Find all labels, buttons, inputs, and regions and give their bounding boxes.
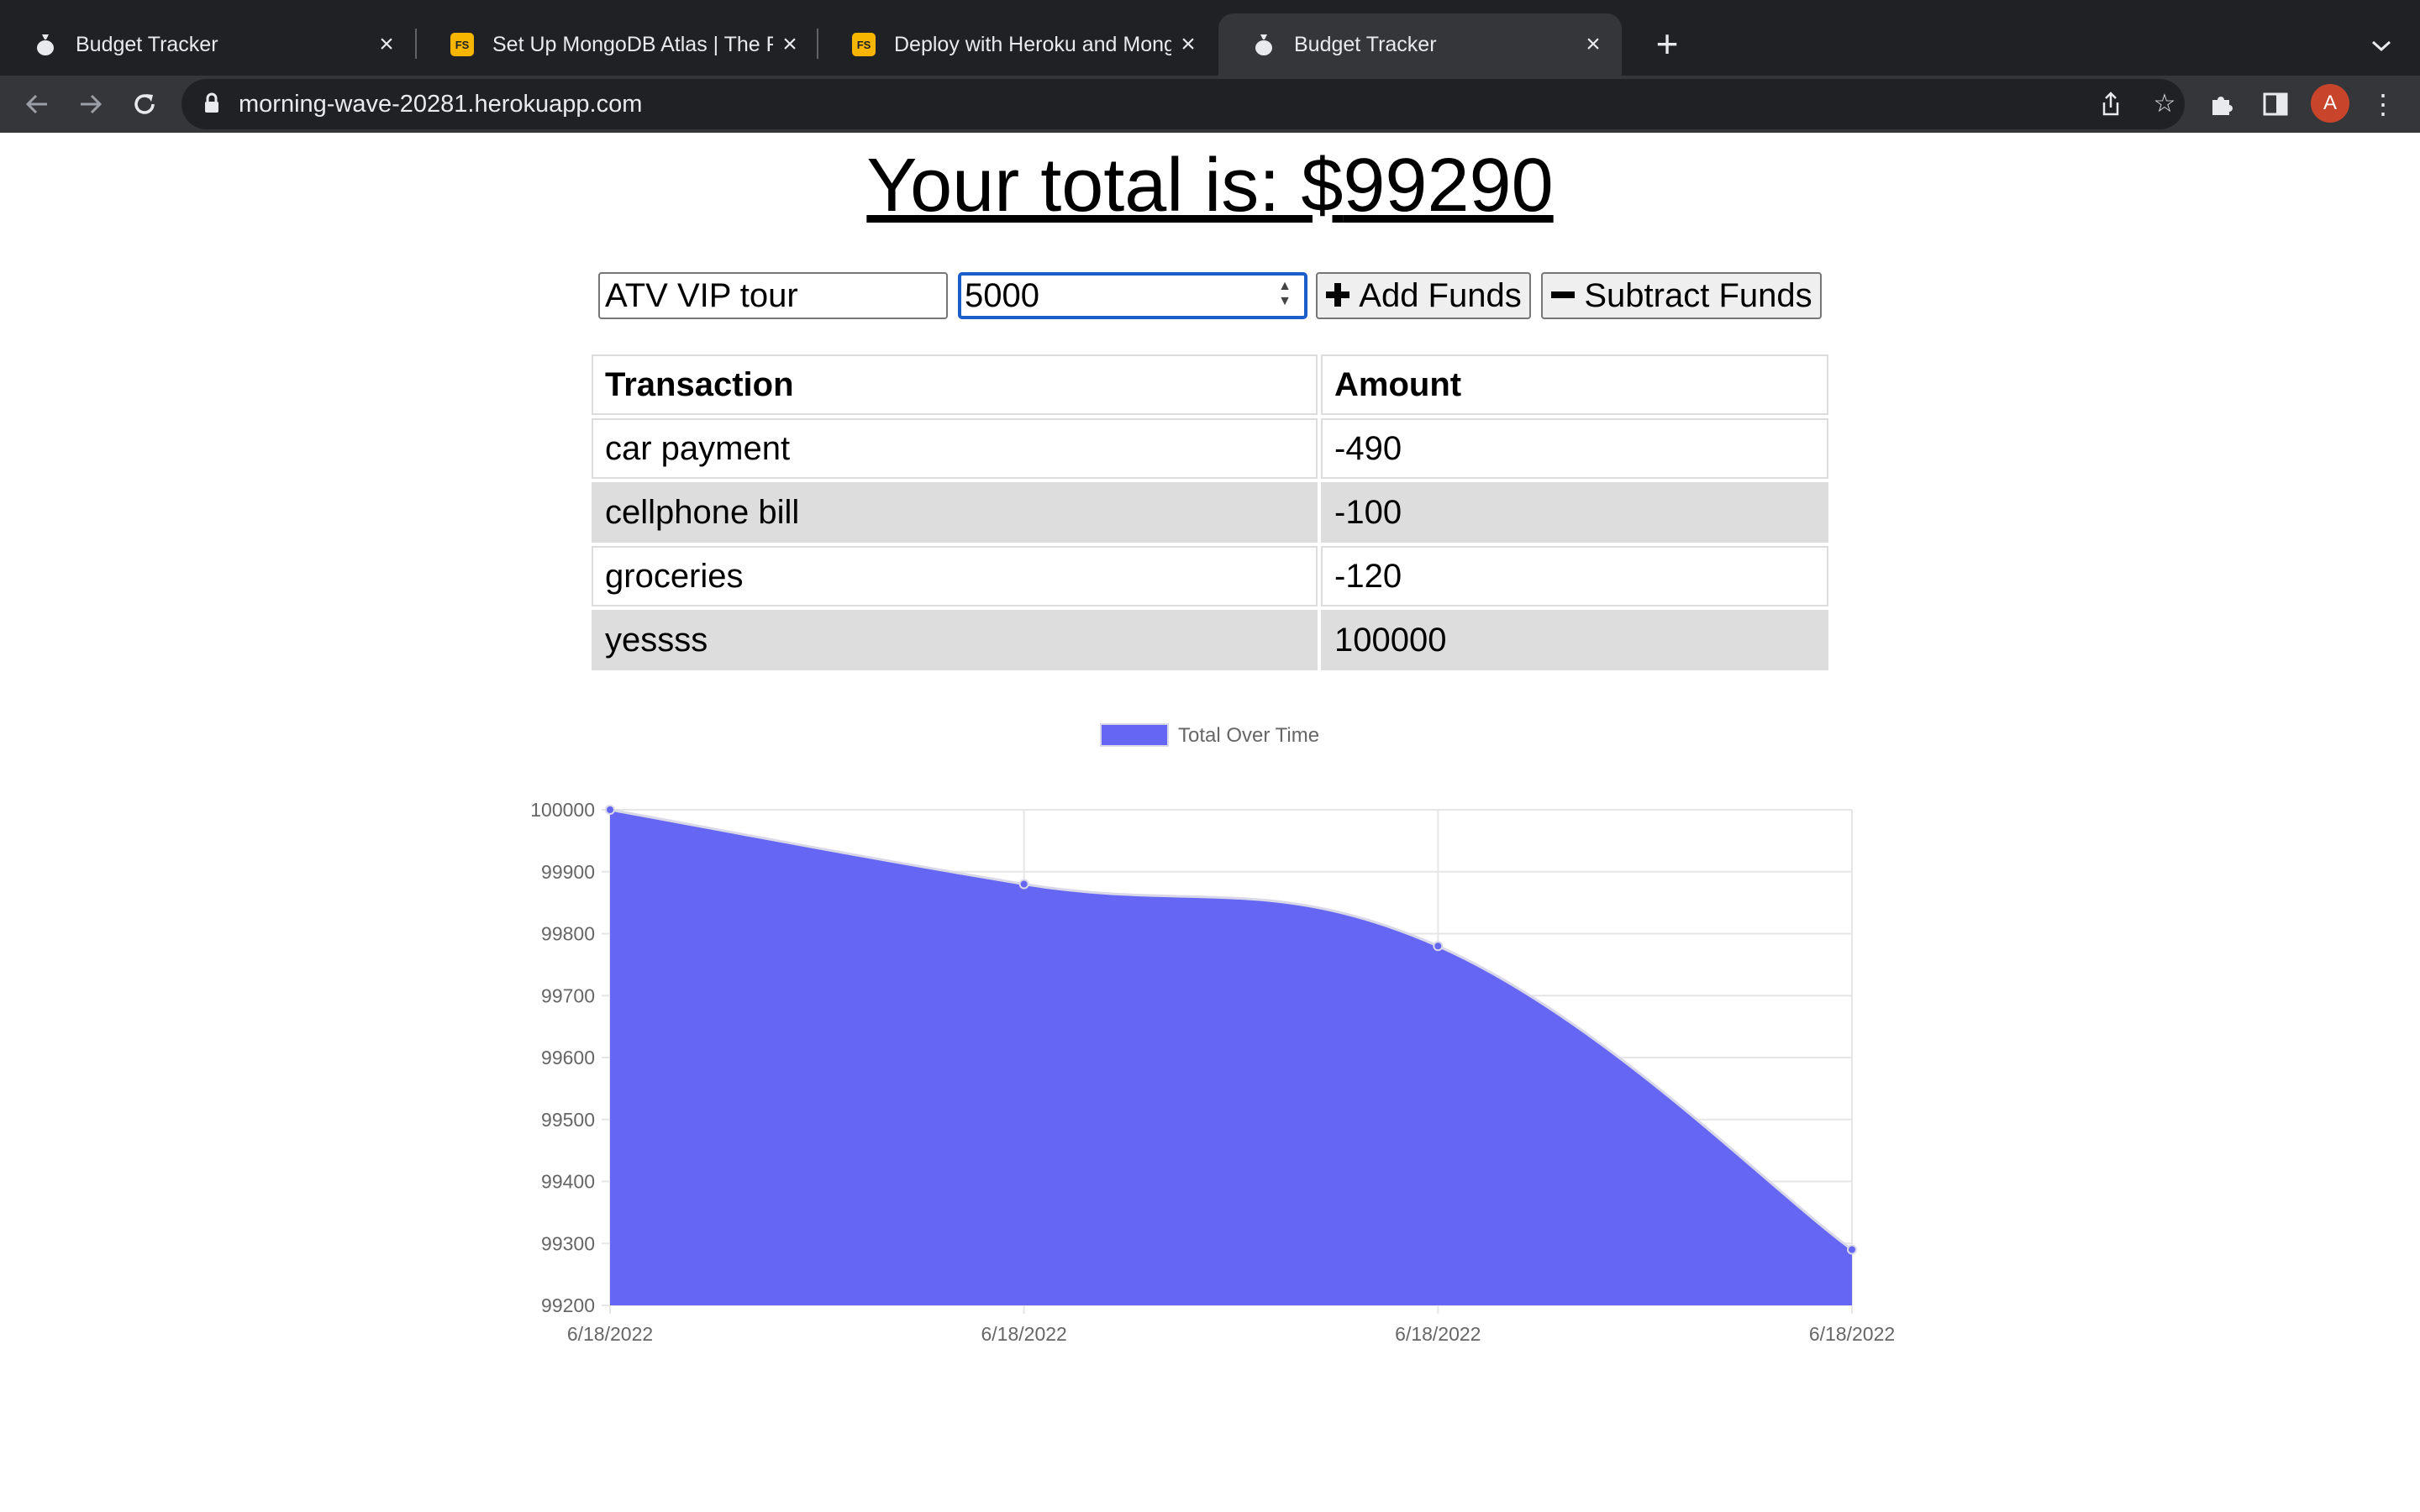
extensions-puzzle-icon[interactable] bbox=[2198, 81, 2245, 128]
subtract-funds-button[interactable]: Subtract Funds bbox=[1541, 272, 1822, 319]
total-value: 99290 bbox=[1343, 144, 1554, 228]
data-point bbox=[1433, 941, 1444, 952]
share-icon[interactable] bbox=[2089, 82, 2133, 126]
y-tick-label: 99200 bbox=[541, 1294, 595, 1316]
y-tick-label: 99400 bbox=[541, 1171, 595, 1193]
plus-icon bbox=[1325, 276, 1350, 316]
legend-label: Total Over Time bbox=[1178, 724, 1319, 747]
chevron-down-icon[interactable] bbox=[2358, 22, 2405, 69]
money-bag-icon bbox=[1252, 33, 1276, 56]
tab-separator bbox=[817, 29, 818, 59]
minus-icon bbox=[1550, 276, 1576, 316]
fs-icon: FS bbox=[450, 33, 474, 56]
browser-tab-2[interactable]: FS Set Up MongoDB Atlas | The Fu × bbox=[417, 13, 818, 76]
url-text[interactable]: morning-wave-20281.herokuapp.com bbox=[239, 91, 643, 118]
transactions-table: Transaction Amount car payment -490 cell… bbox=[588, 351, 1832, 674]
transaction-name: car payment bbox=[592, 418, 1318, 479]
total-heading: Your total is: $99290 bbox=[0, 143, 2420, 229]
header-transaction: Transaction bbox=[592, 354, 1318, 415]
table-header-row: Transaction Amount bbox=[592, 354, 1828, 415]
tab-title: Budget Tracker bbox=[76, 32, 218, 56]
x-tick-label: 6/18/2022 bbox=[567, 1323, 653, 1345]
series-area-fill bbox=[610, 810, 1852, 1305]
table-row: car payment -490 bbox=[592, 418, 1828, 479]
data-point bbox=[1847, 1244, 1857, 1255]
tab-title: Budget Tracker bbox=[1294, 32, 1437, 56]
browser-tab-4-active[interactable]: Budget Tracker × bbox=[1218, 13, 1622, 76]
tab-title: Set Up MongoDB Atlas | The Fu bbox=[492, 32, 773, 56]
new-tab-icon[interactable]: + bbox=[1655, 22, 1679, 66]
close-icon[interactable]: × bbox=[1181, 30, 1196, 58]
data-point bbox=[1018, 879, 1029, 890]
bookmark-star-icon[interactable]: ☆ bbox=[2153, 90, 2176, 118]
total-over-time-chart: 100000 99900 99800 99700 99600 99500 99400 9930… bbox=[530, 723, 1895, 1345]
close-icon[interactable]: × bbox=[379, 30, 394, 58]
transaction-amount: -100 bbox=[1321, 482, 1828, 543]
add-funds-button[interactable]: Add Funds bbox=[1316, 272, 1531, 319]
budget-tracker-page: Your total is: $99290 ▲▼ Add Funds Subtr… bbox=[0, 133, 2420, 1512]
number-spinner-icon[interactable]: ▲ ▼ bbox=[1278, 279, 1292, 308]
y-tick-label: 99700 bbox=[541, 984, 595, 1006]
y-tick-label: 99800 bbox=[541, 923, 595, 945]
y-tick-label: 99500 bbox=[541, 1109, 595, 1131]
transaction-name: cellphone bill bbox=[592, 482, 1318, 543]
close-icon[interactable]: × bbox=[1586, 30, 1601, 58]
add-funds-label: Add Funds bbox=[1359, 276, 1522, 314]
money-bag-icon bbox=[34, 33, 57, 56]
profile-avatar[interactable]: A bbox=[2311, 84, 2349, 123]
header-amount: Amount bbox=[1321, 354, 1828, 415]
browser-tab-3[interactable]: FS Deploy with Heroku and Mongo × bbox=[818, 13, 1217, 76]
tab-title: Deploy with Heroku and Mongo bbox=[894, 32, 1171, 56]
lock-icon[interactable] bbox=[203, 92, 227, 116]
kebab-menu-icon[interactable]: ⋮ bbox=[2370, 89, 2396, 119]
data-point bbox=[605, 805, 615, 815]
browser-tab-strip: Budget Tracker × FS Set Up MongoDB Atlas… bbox=[0, 0, 2420, 76]
browser-toolbar: morning-wave-20281.herokuapp.com ☆ ⋮ bbox=[0, 76, 2420, 133]
x-tick-label: 6/18/2022 bbox=[981, 1323, 1067, 1345]
legend-swatch bbox=[1100, 723, 1169, 747]
forward-arrow-icon[interactable] bbox=[67, 81, 114, 128]
tab-separator bbox=[415, 29, 417, 59]
transaction-amount-input[interactable] bbox=[958, 272, 1307, 319]
transaction-amount: -490 bbox=[1321, 418, 1828, 479]
transaction-amount: 100000 bbox=[1321, 610, 1828, 670]
table-row: yessss 100000 bbox=[592, 610, 1828, 670]
x-tick-label: 6/18/2022 bbox=[1809, 1323, 1895, 1345]
series-line bbox=[609, 808, 1853, 1251]
transaction-amount: -120 bbox=[1321, 546, 1828, 606]
x-tick-label: 6/18/2022 bbox=[1395, 1323, 1481, 1345]
transaction-name: groceries bbox=[592, 546, 1318, 606]
y-tick-label: 100000 bbox=[530, 799, 595, 821]
transaction-name-input[interactable] bbox=[598, 272, 948, 319]
fs-icon: FS bbox=[852, 33, 876, 56]
table-row: groceries -120 bbox=[592, 546, 1828, 606]
reload-icon[interactable] bbox=[121, 81, 168, 128]
back-arrow-icon[interactable] bbox=[13, 81, 60, 128]
subtract-funds-label: Subtract Funds bbox=[1584, 276, 1812, 314]
browser-tab-1[interactable]: Budget Tracker × bbox=[0, 13, 415, 76]
total-label: Your total is: $ bbox=[866, 144, 1344, 228]
close-icon[interactable]: × bbox=[782, 30, 797, 58]
side-panel-icon[interactable] bbox=[2252, 81, 2299, 128]
table-row: cellphone bill -100 bbox=[592, 482, 1828, 543]
transaction-form: ▲▼ Add Funds Subtract Funds bbox=[0, 272, 2420, 321]
y-tick-label: 99600 bbox=[541, 1047, 595, 1068]
y-tick-label: 99900 bbox=[541, 861, 595, 883]
address-bar[interactable]: morning-wave-20281.herokuapp.com ☆ bbox=[182, 79, 2185, 129]
y-tick-label: 99300 bbox=[541, 1232, 595, 1254]
transaction-name: yessss bbox=[592, 610, 1318, 670]
